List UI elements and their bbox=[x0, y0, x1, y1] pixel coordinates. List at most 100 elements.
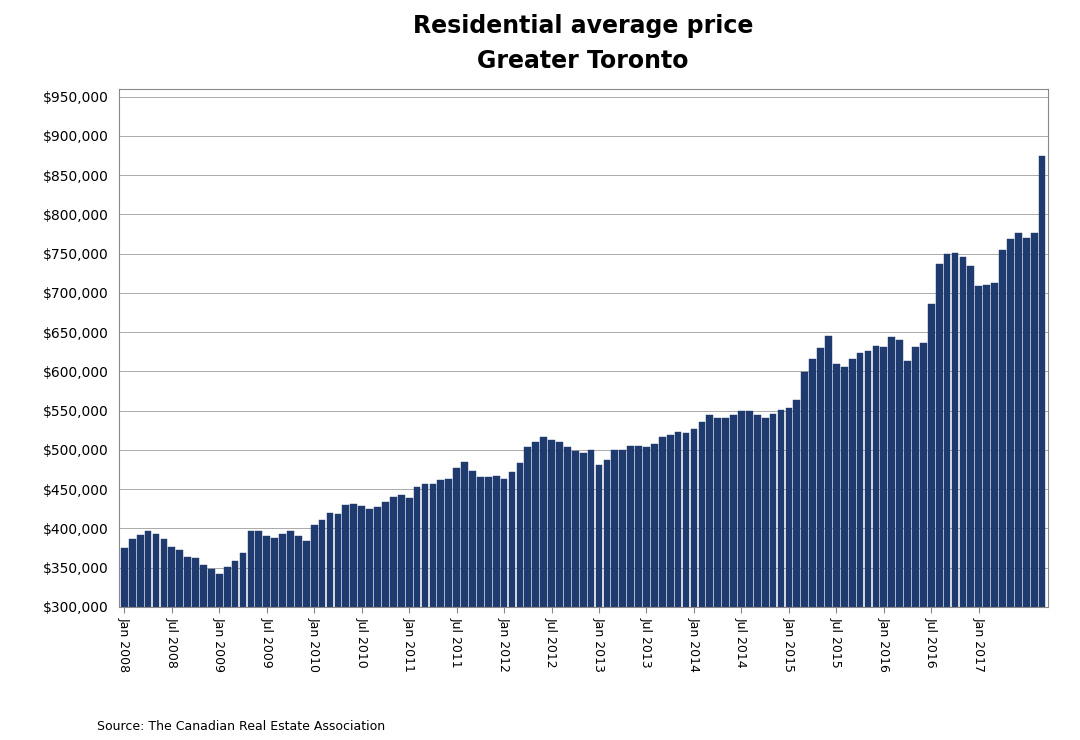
Bar bbox=[430, 483, 436, 740]
Bar bbox=[445, 479, 453, 740]
Bar bbox=[397, 495, 405, 740]
Bar bbox=[604, 460, 610, 740]
Bar bbox=[145, 531, 151, 740]
Bar bbox=[311, 525, 318, 740]
Bar bbox=[596, 465, 603, 740]
Bar bbox=[390, 497, 396, 740]
Bar bbox=[889, 337, 895, 740]
Bar bbox=[849, 359, 855, 740]
Bar bbox=[509, 472, 515, 740]
Bar bbox=[564, 448, 570, 740]
Bar bbox=[968, 266, 974, 740]
Title: Residential average price
Greater Toronto: Residential average price Greater Toront… bbox=[413, 13, 754, 73]
Bar bbox=[778, 410, 784, 740]
Bar bbox=[302, 541, 310, 740]
Bar bbox=[809, 359, 816, 740]
Bar bbox=[675, 431, 681, 740]
Bar bbox=[287, 531, 294, 740]
Bar bbox=[342, 505, 349, 740]
Bar bbox=[492, 476, 500, 740]
Bar bbox=[706, 415, 713, 740]
Bar bbox=[738, 411, 745, 740]
Bar bbox=[841, 368, 848, 740]
Bar bbox=[240, 554, 246, 740]
Bar bbox=[754, 414, 760, 740]
Bar bbox=[801, 372, 808, 740]
Bar bbox=[406, 498, 413, 740]
Bar bbox=[794, 400, 800, 740]
Bar bbox=[635, 446, 642, 740]
Bar bbox=[319, 520, 325, 740]
Bar bbox=[326, 513, 334, 740]
Bar bbox=[350, 504, 357, 740]
Bar bbox=[920, 343, 927, 740]
Bar bbox=[1030, 233, 1038, 740]
Bar bbox=[714, 418, 721, 740]
Bar bbox=[983, 285, 990, 740]
Bar bbox=[556, 442, 563, 740]
Bar bbox=[928, 304, 934, 740]
Bar bbox=[580, 453, 586, 740]
Bar bbox=[121, 548, 127, 740]
Bar bbox=[549, 440, 555, 740]
Bar bbox=[951, 253, 958, 740]
Bar bbox=[176, 551, 184, 740]
Bar bbox=[525, 448, 531, 740]
Bar bbox=[936, 264, 943, 740]
Bar bbox=[374, 507, 381, 740]
Bar bbox=[1023, 238, 1029, 740]
Bar bbox=[366, 508, 373, 740]
Bar bbox=[437, 480, 444, 740]
Bar bbox=[944, 255, 950, 740]
Bar bbox=[247, 531, 254, 740]
Bar bbox=[137, 534, 144, 740]
Bar bbox=[659, 437, 665, 740]
Bar bbox=[913, 347, 919, 740]
Bar bbox=[572, 451, 579, 740]
Bar bbox=[904, 361, 910, 740]
Bar bbox=[588, 450, 594, 740]
Bar bbox=[532, 442, 539, 740]
Bar bbox=[264, 536, 270, 740]
Bar bbox=[280, 534, 286, 740]
Bar bbox=[723, 418, 729, 740]
Bar bbox=[960, 257, 967, 740]
Bar bbox=[185, 556, 191, 740]
Bar bbox=[651, 444, 658, 740]
Bar bbox=[461, 462, 468, 740]
Bar bbox=[975, 286, 982, 740]
Bar bbox=[991, 283, 998, 740]
Bar bbox=[192, 558, 199, 740]
Bar bbox=[643, 448, 650, 740]
Bar bbox=[271, 538, 278, 740]
Bar bbox=[477, 477, 484, 740]
Bar bbox=[129, 539, 136, 740]
Bar bbox=[690, 429, 698, 740]
Bar bbox=[200, 565, 206, 740]
Bar bbox=[818, 348, 824, 740]
Bar bbox=[833, 364, 840, 740]
Bar bbox=[501, 479, 508, 740]
Text: Source: The Canadian Real Estate Association: Source: The Canadian Real Estate Associa… bbox=[97, 719, 386, 733]
Bar bbox=[683, 434, 689, 740]
Bar bbox=[469, 471, 476, 740]
Bar bbox=[382, 502, 389, 740]
Bar bbox=[224, 567, 230, 740]
Bar bbox=[746, 411, 753, 740]
Bar bbox=[865, 351, 872, 740]
Bar bbox=[421, 485, 429, 740]
Bar bbox=[540, 437, 546, 740]
Bar bbox=[335, 514, 341, 740]
Bar bbox=[611, 450, 618, 740]
Bar bbox=[880, 347, 887, 740]
Bar bbox=[414, 487, 420, 740]
Bar bbox=[208, 569, 215, 740]
Bar bbox=[627, 446, 634, 740]
Bar bbox=[1039, 155, 1045, 740]
Bar bbox=[730, 414, 737, 740]
Bar bbox=[699, 422, 705, 740]
Bar bbox=[999, 249, 1005, 740]
Bar bbox=[152, 534, 160, 740]
Bar bbox=[896, 340, 903, 740]
Bar bbox=[516, 463, 524, 740]
